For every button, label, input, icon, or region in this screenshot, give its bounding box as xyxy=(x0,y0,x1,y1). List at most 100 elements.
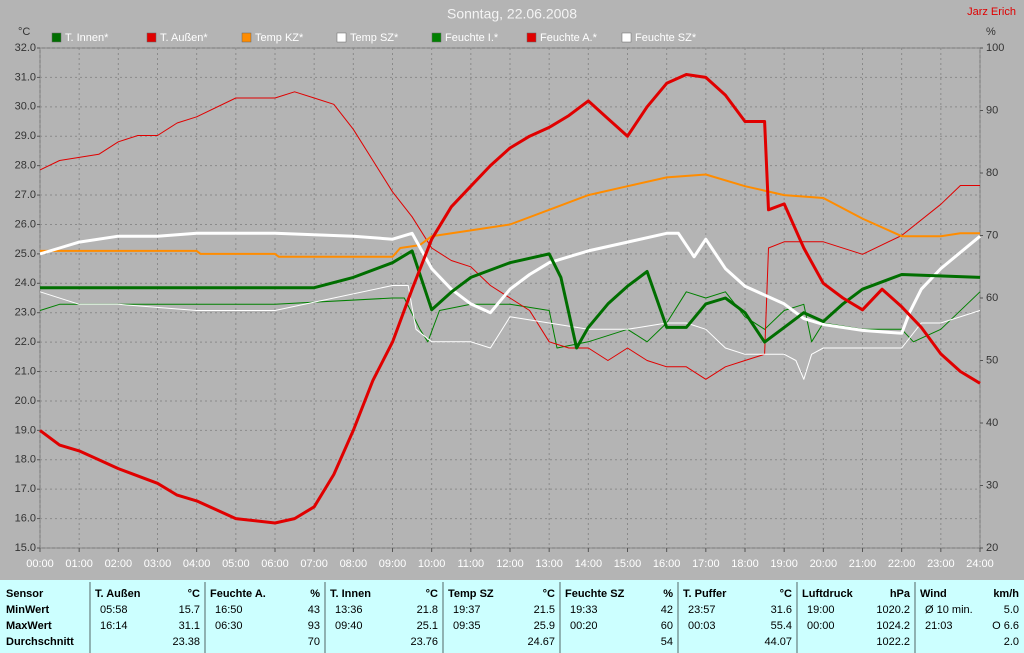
x-tick-label: 24:00 xyxy=(966,558,994,570)
y-tick-label: 32.0 xyxy=(15,42,36,54)
column-name: Feuchte A. xyxy=(210,588,266,600)
cell-value: 44.07 xyxy=(764,636,792,648)
data-line xyxy=(39,73,981,525)
cell-value: 31.1 xyxy=(179,620,200,632)
x-tick-label: 19:00 xyxy=(770,558,798,570)
y-tick-label: 29.0 xyxy=(15,130,36,142)
chart-title: Sonntag, 22.06.2008 xyxy=(447,6,577,22)
cell-time: Ø 10 min. xyxy=(925,604,973,616)
y2-tick-label: 60 xyxy=(986,292,998,304)
y-tick-label: 17.0 xyxy=(15,483,36,495)
cell-time: 16:14 xyxy=(100,620,128,632)
x-tick-label: 03:00 xyxy=(144,558,172,570)
cell-value: 54 xyxy=(661,636,673,648)
cell-value: 21.8 xyxy=(417,604,438,616)
y2-axis-label: % xyxy=(986,26,996,38)
x-tick-label: 13:00 xyxy=(535,558,563,570)
cell-value: 25.1 xyxy=(417,620,438,632)
x-tick-label: 05:00 xyxy=(222,558,250,570)
data-line xyxy=(40,249,981,350)
cell-value: 23.38 xyxy=(172,636,200,648)
cell-time: 05:58 xyxy=(100,604,128,616)
x-tick-label: 04:00 xyxy=(183,558,211,570)
y-tick-label: 23.0 xyxy=(15,307,36,319)
row-label: MaxWert xyxy=(6,620,52,632)
y-axis-label: °C xyxy=(18,26,30,38)
cell-value: 1020.2 xyxy=(876,604,910,616)
row-label: MinWert xyxy=(6,604,50,616)
column-unit: °C xyxy=(426,588,438,600)
cell-time: 19:37 xyxy=(453,604,481,616)
y-tick-label: 25.0 xyxy=(15,248,36,260)
y-tick-label: 16.0 xyxy=(15,512,36,524)
cell-time: 09:40 xyxy=(335,620,363,632)
x-tick-label: 07:00 xyxy=(300,558,328,570)
cell-value: 55.4 xyxy=(771,620,792,632)
cell-value: 93 xyxy=(308,620,320,632)
cell-value: 43 xyxy=(308,604,320,616)
x-tick-label: 02:00 xyxy=(105,558,133,570)
y2-tick-label: 20 xyxy=(986,542,998,554)
column-unit: °C xyxy=(188,588,200,600)
column-unit: °C xyxy=(780,588,792,600)
column-unit: % xyxy=(310,588,320,600)
x-tick-label: 17:00 xyxy=(692,558,720,570)
x-tick-label: 12:00 xyxy=(496,558,524,570)
cell-value: 24.67 xyxy=(527,636,555,648)
legend-swatch xyxy=(241,32,252,43)
legend-swatch xyxy=(526,32,537,43)
y-tick-label: 27.0 xyxy=(15,189,36,201)
y2-tick-label: 80 xyxy=(986,167,998,179)
column-name: T. Innen xyxy=(330,588,371,600)
legend-swatch xyxy=(336,32,347,43)
cell-time: 00:20 xyxy=(570,620,598,632)
cell-time: 19:00 xyxy=(807,604,835,616)
y-tick-label: 21.0 xyxy=(15,365,36,377)
column-name: Wind xyxy=(920,588,947,600)
x-tick-label: 22:00 xyxy=(888,558,916,570)
x-tick-label: 00:00 xyxy=(26,558,54,570)
y2-tick-label: 70 xyxy=(986,229,998,241)
legend-label: T. Außen* xyxy=(160,32,208,44)
y2-tick-label: 40 xyxy=(986,417,998,429)
data-line xyxy=(39,285,981,380)
y-tick-label: 26.0 xyxy=(15,218,36,230)
table-background xyxy=(0,580,1024,653)
x-tick-label: 10:00 xyxy=(418,558,446,570)
y2-tick-label: 100 xyxy=(986,42,1004,54)
cell-value: 2.0 xyxy=(1004,636,1019,648)
data-line xyxy=(39,91,980,380)
cell-value: 25.9 xyxy=(534,620,555,632)
legend-label: Temp KZ* xyxy=(255,32,304,44)
cell-time: 00:00 xyxy=(807,620,835,632)
x-tick-label: 08:00 xyxy=(340,558,368,570)
x-tick-label: 15:00 xyxy=(614,558,642,570)
column-unit: hPa xyxy=(890,588,911,600)
row-label: Durchschnitt xyxy=(6,636,74,648)
x-tick-label: 06:00 xyxy=(261,558,289,570)
author: Jarz Erich xyxy=(967,6,1016,18)
column-name: Luftdruck xyxy=(802,588,854,600)
cell-value: 60 xyxy=(661,620,673,632)
y2-tick-label: 50 xyxy=(986,354,998,366)
table-header: Sensor xyxy=(6,588,44,600)
legend-swatch xyxy=(51,32,62,43)
legend-swatch xyxy=(146,32,157,43)
cell-value: 31.6 xyxy=(771,604,792,616)
x-tick-label: 11:00 xyxy=(457,558,484,570)
data-line xyxy=(39,231,981,335)
y-tick-label: 15.0 xyxy=(15,542,36,554)
cell-value: O 6.6 xyxy=(992,620,1019,632)
x-tick-label: 14:00 xyxy=(575,558,603,570)
x-tick-label: 20:00 xyxy=(810,558,838,570)
legend-swatch xyxy=(621,32,632,43)
cell-value: 23.76 xyxy=(410,636,438,648)
cell-time: 06:30 xyxy=(215,620,243,632)
cell-time: 23:57 xyxy=(688,604,716,616)
column-unit: km/h xyxy=(993,588,1019,600)
legend-swatch xyxy=(431,32,442,43)
y-tick-label: 30.0 xyxy=(15,101,36,113)
x-tick-label: 01:00 xyxy=(65,558,93,570)
column-unit: % xyxy=(663,588,673,600)
